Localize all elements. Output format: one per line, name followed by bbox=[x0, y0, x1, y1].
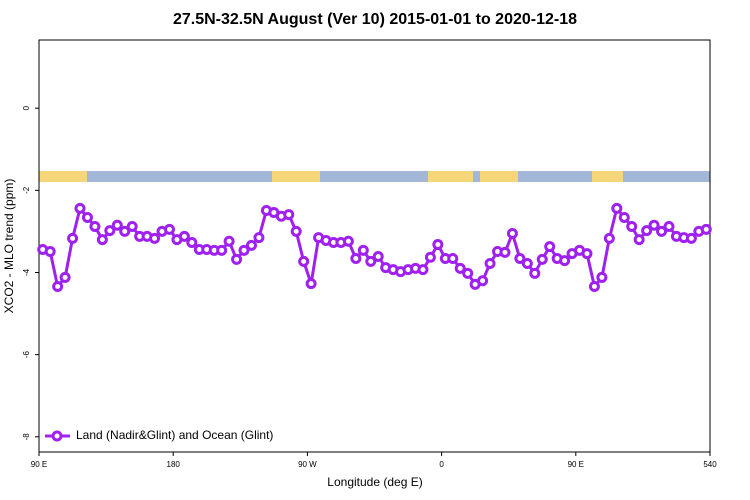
data-point bbox=[238, 244, 250, 256]
data-point bbox=[633, 234, 645, 246]
data-point bbox=[544, 241, 556, 253]
y-tick-label: 0 bbox=[22, 105, 31, 110]
x-tick-label: 180 bbox=[167, 460, 181, 469]
data-point bbox=[74, 202, 86, 214]
land-ocean-strip bbox=[39, 171, 710, 182]
chart-title: 27.5N-32.5N August (Ver 10) 2015-01-01 t… bbox=[173, 11, 577, 28]
data-point bbox=[342, 235, 354, 247]
data-point bbox=[96, 234, 108, 246]
legend-marker bbox=[51, 430, 63, 442]
data-point bbox=[648, 219, 660, 231]
y-tick-label: -2 bbox=[22, 186, 31, 194]
data-point bbox=[67, 232, 79, 244]
x-tick-label: 0 bbox=[439, 460, 444, 469]
data-point bbox=[298, 255, 310, 267]
data-point bbox=[656, 225, 668, 237]
data-point bbox=[581, 248, 593, 260]
data-point bbox=[223, 235, 235, 247]
data-point bbox=[641, 225, 653, 237]
data-point bbox=[89, 220, 101, 232]
data-point bbox=[462, 267, 474, 279]
data-point bbox=[149, 232, 161, 244]
data-point bbox=[245, 239, 257, 251]
x-tick-label: 90 E bbox=[568, 460, 584, 469]
data-point bbox=[186, 237, 198, 249]
data-point bbox=[618, 211, 630, 223]
x-tick-label: 540 bbox=[703, 460, 717, 469]
data-point bbox=[305, 278, 317, 290]
data-point bbox=[626, 220, 638, 232]
data-point bbox=[454, 262, 466, 274]
data-point bbox=[477, 275, 489, 287]
y-axis-label: XCO2 - MLO trend (ppm) bbox=[2, 179, 16, 314]
data-point bbox=[104, 225, 116, 237]
legend-label: Land (Nadir&Glint) and Ocean (Glint) bbox=[76, 428, 273, 442]
data-point bbox=[685, 232, 697, 244]
data-point bbox=[163, 223, 175, 235]
data-point bbox=[596, 271, 608, 283]
data-point bbox=[126, 220, 138, 232]
data-point bbox=[357, 244, 369, 256]
x-axis-label: Longitude (deg E) bbox=[327, 475, 422, 489]
data-point bbox=[506, 227, 518, 239]
data-point bbox=[253, 232, 265, 244]
data-point bbox=[663, 220, 675, 232]
data-point bbox=[44, 246, 56, 258]
data-point bbox=[588, 280, 600, 292]
data-point bbox=[231, 253, 243, 265]
data-point bbox=[81, 211, 93, 223]
data-point bbox=[432, 239, 444, 251]
data-point bbox=[603, 232, 615, 244]
legend: Land (Nadir&Glint) and Ocean (Glint) bbox=[45, 428, 273, 442]
data-point bbox=[559, 255, 571, 267]
data-point bbox=[521, 257, 533, 269]
data-point bbox=[424, 251, 436, 263]
data-point bbox=[52, 280, 64, 292]
data-point bbox=[417, 264, 429, 276]
data-point bbox=[119, 225, 131, 237]
y-tick-label: -6 bbox=[22, 351, 31, 359]
data-point bbox=[59, 271, 71, 283]
x-tick-label: 90 E bbox=[31, 460, 47, 469]
series-line bbox=[42, 205, 707, 290]
data-point bbox=[447, 253, 459, 265]
x-tick-label: 90 W bbox=[298, 460, 317, 469]
data-point bbox=[611, 202, 623, 214]
data-point bbox=[529, 267, 541, 279]
data-point bbox=[372, 250, 384, 262]
data-point bbox=[365, 255, 377, 267]
data-point bbox=[514, 253, 526, 265]
data-point bbox=[499, 246, 511, 258]
data-point bbox=[484, 257, 496, 269]
data-point bbox=[536, 253, 548, 265]
data-point bbox=[283, 209, 295, 221]
data-point bbox=[290, 225, 302, 237]
y-tick-label: -8 bbox=[22, 433, 31, 441]
data-point bbox=[178, 230, 190, 242]
data-point bbox=[350, 253, 362, 265]
data-point bbox=[111, 219, 123, 231]
y-tick-label: -4 bbox=[22, 268, 31, 276]
data-point bbox=[216, 244, 228, 256]
data-point bbox=[700, 223, 712, 235]
